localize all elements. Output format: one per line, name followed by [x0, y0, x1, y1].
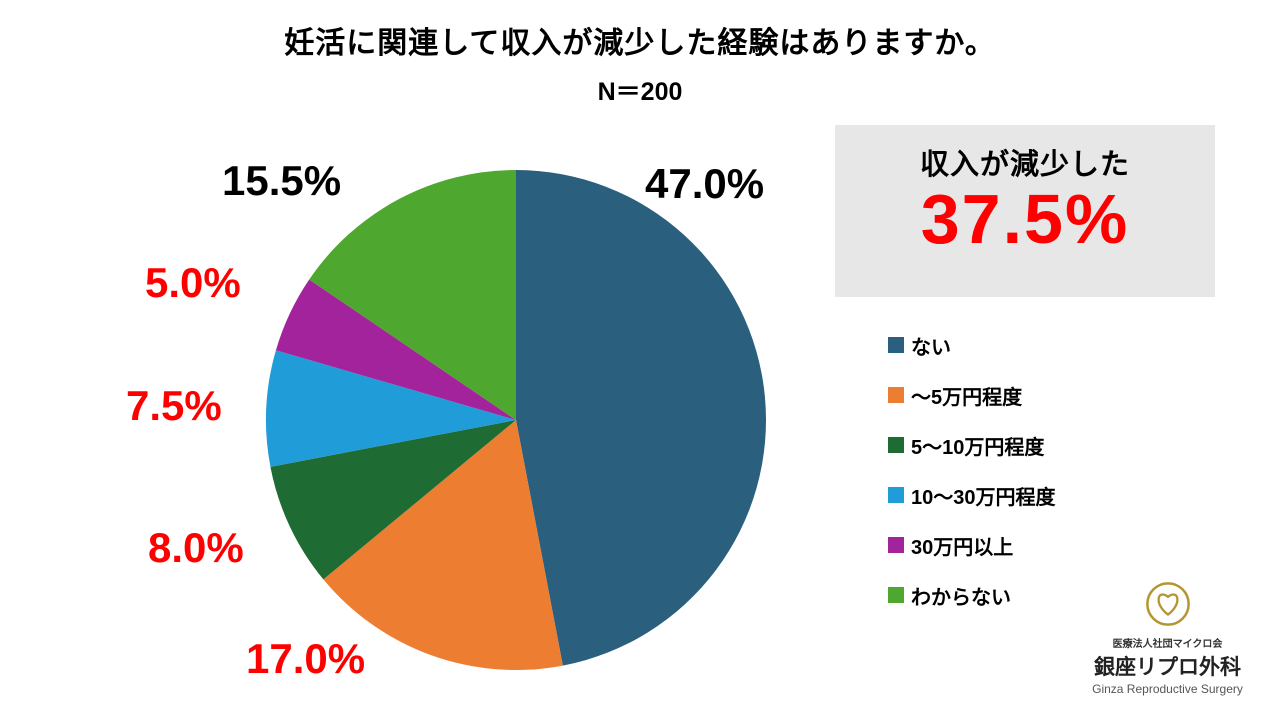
legend-item-10-30man: 10～30万円程度	[888, 484, 1056, 509]
slice-label-5man: 17.0%	[246, 635, 366, 682]
slice-label-nai: 47.0%	[645, 160, 765, 207]
legend-item-5-10man: 5～10万円程度	[888, 434, 1056, 459]
logo-org-name: 銀座リプロ外科	[1094, 656, 1241, 679]
legend-label: 5～10万円程度	[911, 436, 1045, 459]
logo-org-en: Ginza Reproductive Surgery	[1092, 682, 1243, 696]
slice-label-30man: 5.0%	[145, 259, 241, 306]
legend-label: 30万円以上	[911, 536, 1014, 559]
logo-org-small: 医療法人社団マイクロ会	[1112, 639, 1223, 650]
legend-item-30man: 30万円以上	[888, 534, 1056, 559]
slice-label-wakaranai: 15.5%	[222, 157, 342, 204]
pie-chart-svg	[266, 170, 767, 670]
legend-item-wakaranai: わからない	[888, 584, 1056, 609]
highlight-label: 収入が減少した	[919, 149, 1130, 181]
legend-swatch-icon	[888, 587, 904, 603]
legend-item-nai: ない	[888, 334, 1056, 359]
highlight-value: 37.5%	[920, 180, 1130, 258]
pie-slice-ない	[516, 170, 767, 666]
legend-label: わからない	[911, 586, 1011, 609]
legend-swatch-icon	[888, 487, 904, 503]
pie-slice-5～10万円程度	[270, 420, 516, 580]
legend-label: ～5万円程度	[911, 386, 1023, 409]
legend: ない ～5万円程度 5～10万円程度 10～30万円程度 30万円以上 わからな…	[888, 334, 1056, 609]
pie-slice-わからない	[309, 170, 516, 420]
highlight-box: 収入が減少した 37.5%	[835, 125, 1215, 297]
clinic-logo: 医療法人社団マイクロ会 銀座リプロ外科 Ginza Reproductive S…	[1070, 580, 1265, 696]
heart-circle-logo-icon	[1144, 580, 1192, 633]
legend-item-5man: ～5万円程度	[888, 384, 1056, 409]
sample-size-label: N＝200	[597, 78, 683, 106]
pie-slice-30万円以上	[275, 279, 516, 420]
legend-swatch-icon	[888, 537, 904, 553]
legend-label: 10～30万円程度	[911, 486, 1056, 509]
legend-swatch-icon	[888, 387, 904, 403]
chart-title: 妊活に関連して収入が減少した経験はありますか。	[284, 27, 996, 60]
legend-swatch-icon	[888, 437, 904, 453]
pie-slice-10～30万円程度	[266, 350, 516, 467]
legend-label: ない	[911, 336, 951, 359]
pie-chart	[256, 160, 776, 680]
slice-label-10-30man: 7.5%	[126, 382, 222, 429]
legend-swatch-icon	[888, 337, 904, 353]
pie-slice-～5万円程度	[323, 420, 563, 670]
slice-label-5-10man: 8.0%	[148, 524, 244, 571]
